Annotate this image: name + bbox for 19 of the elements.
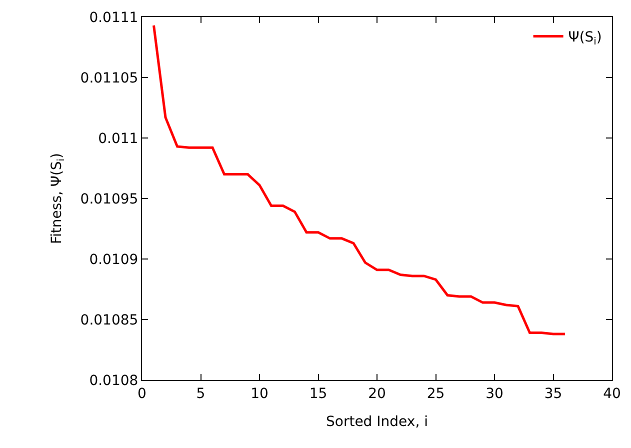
x-tick-label: 30: [486, 386, 504, 402]
x-axis-title: Sorted Index, i: [326, 414, 428, 430]
line-series: [152, 24, 566, 336]
x-tick-label: 20: [368, 386, 386, 402]
x-tick-label: 25: [426, 386, 445, 402]
y-tick-label: 0.0108: [89, 372, 138, 389]
y-tick-label: 0.01105: [80, 70, 138, 86]
x-tick-label: 10: [250, 386, 268, 402]
y-tick-label: 0.011: [98, 130, 138, 147]
x-tick-label: 40: [603, 386, 621, 402]
x-tick-label: 0: [138, 386, 146, 402]
x-tick-label: 15: [309, 386, 328, 402]
y-tick-label: 0.0109: [89, 252, 138, 268]
y-tick-label: 0.01095: [80, 191, 138, 208]
legend-label: Ψ(S$_{i}$): [568, 30, 602, 48]
x-tick-label: 5: [196, 386, 206, 402]
x-tick-label: 35: [544, 386, 562, 402]
y-tick-label: 0.01085: [80, 312, 138, 328]
y-tick-label: 0.0111: [89, 10, 138, 26]
